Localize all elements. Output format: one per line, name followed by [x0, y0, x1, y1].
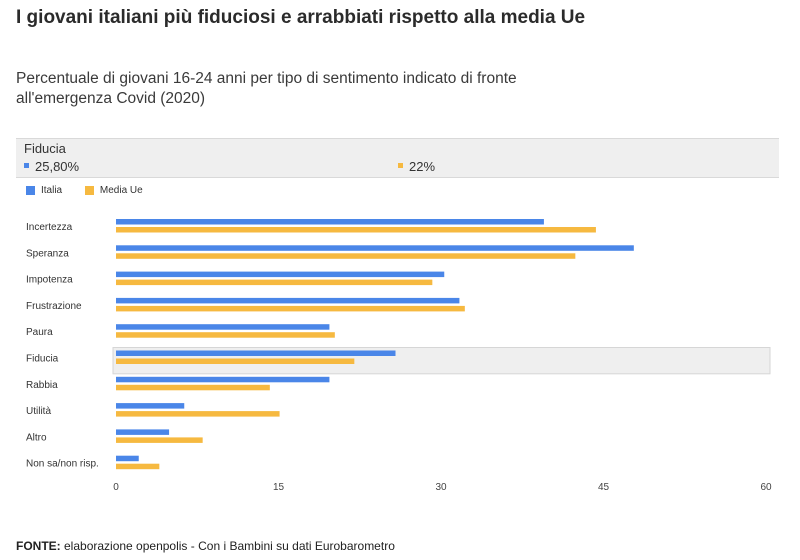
x-tick-label-45: 45 [598, 482, 610, 493]
bar-italia-speranza[interactable] [116, 245, 634, 251]
bar-chart: Incertezza Speranza Impotenza Frustrazione P… [0, 0, 800, 530]
bar-media-ue-speranza[interactable] [116, 253, 575, 258]
bar-italia-altro[interactable] [116, 429, 169, 435]
bar-italia-rabbia[interactable] [116, 377, 329, 383]
bar-media-ue-fiducia[interactable] [116, 359, 354, 365]
bar-italia-impotenza[interactable] [116, 272, 444, 278]
category-label-altro: Altro [26, 432, 47, 443]
bar-italia-incertezza[interactable] [116, 219, 544, 225]
bar-italia-frustrazione[interactable] [116, 298, 459, 304]
bar-italia-paura[interactable] [116, 324, 329, 330]
category-label-speranza: Speranza [26, 248, 69, 259]
category-label-fiducia: Fiducia [26, 354, 59, 365]
bar-media-ue-altro[interactable] [116, 437, 203, 443]
bar-media-ue-incertezza[interactable] [116, 227, 596, 233]
category-label-rabbia: Rabbia [26, 380, 58, 391]
category-label-utilit: Utilità [26, 406, 51, 417]
bar-media-ue-utilit[interactable] [116, 411, 280, 417]
bar-italia-non-sa-non-risp[interactable] [116, 456, 139, 462]
bar-italia-fiducia[interactable] [116, 351, 396, 357]
bar-media-ue-paura[interactable] [116, 332, 335, 338]
source-text: elaborazione openpolis - Con i Bambini s… [61, 539, 395, 553]
x-tick-label-60: 60 [760, 482, 772, 493]
category-label-non-sa-non-risp: Non sa/non risp. [26, 459, 99, 470]
category-label-paura: Paura [26, 327, 53, 338]
x-tick-label-15: 15 [273, 482, 285, 493]
x-tick-label-30: 30 [435, 482, 447, 493]
category-label-frustrazione: Frustrazione [26, 301, 82, 312]
bar-media-ue-frustrazione[interactable] [116, 306, 465, 312]
bar-italia-utilit[interactable] [116, 403, 184, 409]
source-note: FONTE: elaborazione openpolis - Con i Ba… [16, 539, 395, 553]
bar-media-ue-non-sa-non-risp[interactable] [116, 464, 159, 470]
category-label-impotenza: Impotenza [26, 275, 73, 286]
category-label-incertezza: Incertezza [26, 222, 73, 233]
source-label: FONTE: [16, 539, 61, 553]
bar-media-ue-rabbia[interactable] [116, 385, 270, 391]
x-tick-label-0: 0 [113, 482, 119, 493]
bar-media-ue-impotenza[interactable] [116, 280, 432, 286]
